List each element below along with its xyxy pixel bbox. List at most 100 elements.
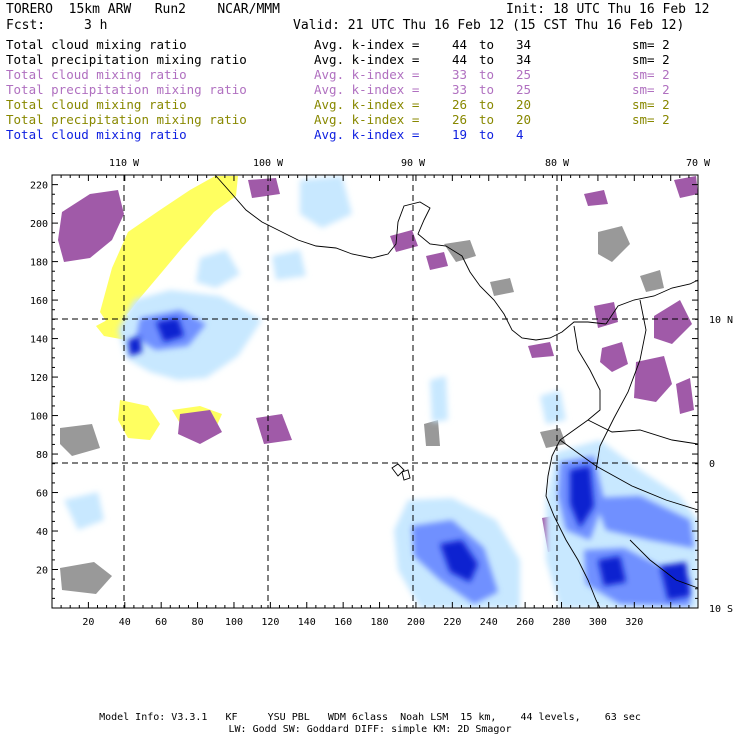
x-tick-label: 220 <box>443 617 461 628</box>
legend-field: Total precipitation mixing ratio <box>6 112 247 127</box>
legend-to-word: to <box>479 127 495 142</box>
legend-to-word: to <box>479 82 495 97</box>
darkblue-region-coast <box>128 336 142 356</box>
y-tick-label: 120 <box>30 373 48 384</box>
legend-from: 26 <box>452 97 468 112</box>
legend-to-word: to <box>479 67 495 82</box>
y-tick-label: 200 <box>30 219 48 230</box>
legend-to-word: to <box>479 97 495 112</box>
border-peru-brazil <box>629 539 698 589</box>
legend-to-word: to <box>479 37 495 52</box>
legend-to: 4 <box>516 127 524 142</box>
y-tick-label: 60 <box>36 489 48 500</box>
legend-from: 26 <box>452 112 468 127</box>
purple-region-13 <box>426 252 448 270</box>
latitude-label: 10 N <box>709 315 733 326</box>
purple-region-4 <box>256 414 292 444</box>
purple-region-6 <box>634 356 672 402</box>
legend-to: 34 <box>516 37 532 52</box>
legend-row: Total cloud mixing ratio Avg. k-index = 33… <box>6 67 736 82</box>
lightblue-region-4 <box>64 492 104 530</box>
border-colombia-venezuela <box>595 299 647 471</box>
legend-row: Total precipitation mixing ratio Avg. k-i… <box>6 112 736 127</box>
axis-ticks: 20 40 60 80 100 120 140 160 180 200 220 240 260 280 30… <box>30 158 733 628</box>
x-tick-label: 240 <box>480 617 498 628</box>
legend-index: Avg. k-index = <box>314 97 420 112</box>
x-tick-label: 100 <box>225 617 243 628</box>
x-tick-label: 60 <box>155 617 167 628</box>
darkblue-region-south <box>440 540 478 582</box>
x-tick-label: 20 <box>82 617 94 628</box>
x-tick-label: 320 <box>625 617 643 628</box>
init-time: Init: 18 UTC Thu 16 Feb 12 <box>506 2 710 17</box>
coastline-south-america-west <box>545 325 601 608</box>
longitude-label: 80 W <box>545 158 570 169</box>
purple-field-layer <box>58 176 698 552</box>
legend-sm: sm= 2 <box>632 97 670 112</box>
legend-index: Avg. k-index = <box>314 127 420 142</box>
purple-region-14 <box>528 342 554 358</box>
legend-to: 25 <box>516 67 532 82</box>
legend-row: Total cloud mixing ratio Avg. k-index = 44… <box>6 37 736 52</box>
legend-index: Avg. k-index = <box>314 37 420 52</box>
legend-sm: sm= 2 <box>632 37 670 52</box>
lightblue-region-3 <box>300 176 352 228</box>
legend-to-word: to <box>479 52 495 67</box>
gray-region-8 <box>640 270 664 292</box>
legend-sm: sm= 2 <box>632 67 670 82</box>
legend-to: 25 <box>516 82 532 97</box>
model-info-line1: Model Info: V3.3.1 KF YSU PBL WDM 6class… <box>99 712 641 723</box>
legend-field: Total precipitation mixing ratio <box>6 82 247 97</box>
purple-region-7 <box>676 378 694 414</box>
legend-sm: sm= 2 <box>632 52 670 67</box>
legend-field: Total cloud mixing ratio <box>6 97 187 112</box>
forecast-hours: 3 h <box>84 18 108 33</box>
legend-from: 44 <box>452 52 468 67</box>
legend-row: Total cloud mixing ratio Avg. k-index = 19… <box>6 127 736 142</box>
purple-region-8 <box>654 300 692 344</box>
y-tick-label: 160 <box>30 296 48 307</box>
legend-sm: sm= 2 <box>632 82 670 97</box>
gray-region-2 <box>60 562 112 594</box>
purple-region-15 <box>584 190 608 206</box>
purple-region-5 <box>600 342 628 372</box>
x-tick-label: 160 <box>334 617 352 628</box>
legend-row: Total precipitation mixing ratio Avg. k-i… <box>6 52 736 67</box>
legend-field: Total precipitation mixing ratio <box>6 52 247 67</box>
legend-index: Avg. k-index = <box>314 112 420 127</box>
dark-blue-field-layer <box>128 318 690 600</box>
legend-from: 33 <box>452 67 468 82</box>
legend-to-word: to <box>479 112 495 127</box>
gray-region-6 <box>444 240 476 262</box>
y-tick-label: 80 <box>36 450 48 461</box>
y-tick-label: 140 <box>30 335 48 346</box>
legend-to: 20 <box>516 112 532 127</box>
y-tick-label: 100 <box>30 412 48 423</box>
x-tick-label: 40 <box>119 617 131 628</box>
border-colombia-peru <box>587 419 698 445</box>
lightblue-region-6 <box>540 390 566 424</box>
darkblue-region-southeast-1 <box>570 466 594 528</box>
legend-row: Total cloud mixing ratio Avg. k-index = 26… <box>6 97 736 112</box>
purple-region-9 <box>594 302 618 328</box>
x-tick-label: 260 <box>516 617 534 628</box>
gray-region-3 <box>424 420 440 446</box>
legend-from: 44 <box>452 37 468 52</box>
model-info-line2: LW: Godd SW: Goddard DIFF: simple KM: 2D… <box>228 724 512 735</box>
darkblue-region-west <box>156 318 184 342</box>
valid-time: Valid: 21 UTC Thu 16 Feb 12 (15 CST Thu … <box>293 18 685 33</box>
legend-from: 19 <box>452 127 468 142</box>
latitude-label: 10 S <box>709 604 733 615</box>
y-tick-label: 20 <box>36 566 48 577</box>
map-frame <box>51 174 699 609</box>
gray-region-9 <box>540 428 566 448</box>
midblue-region-southeast-2 <box>594 496 694 548</box>
longitude-label: 90 W <box>401 158 426 169</box>
gray-region-7 <box>490 278 514 296</box>
y-tick-label: 180 <box>30 258 48 269</box>
purple-region-2 <box>248 178 280 198</box>
darkblue-region-southeast-2 <box>660 562 690 600</box>
legend-index: Avg. k-index = <box>314 82 420 97</box>
yellow-region-offshore <box>118 400 160 440</box>
